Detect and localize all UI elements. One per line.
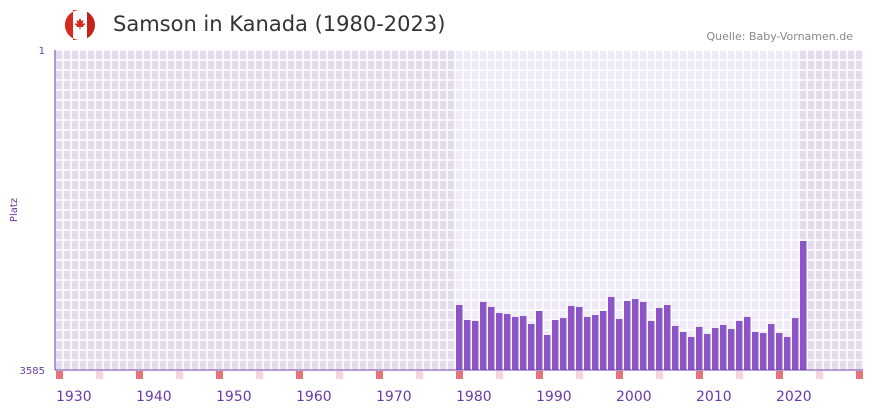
decade-marker — [656, 371, 663, 379]
bar-2003 — [640, 301, 647, 370]
x-tick-label: 1980 — [456, 389, 492, 405]
source-link[interactable]: Quelle: Baby-Vornamen.de — [706, 30, 853, 43]
bar-2022 — [792, 318, 799, 370]
decade-marker — [616, 371, 623, 379]
bar-1980 — [456, 305, 463, 370]
bar-1991 — [544, 335, 551, 370]
y-tick-label-bottom: 3585 — [20, 366, 45, 377]
bar-1984 — [488, 306, 495, 370]
x-tick-label: 1970 — [376, 389, 412, 405]
decade-marker — [96, 371, 103, 379]
decade-marker — [536, 371, 543, 379]
bar-2012 — [712, 328, 719, 370]
decade-marker — [216, 371, 223, 379]
bar-1985 — [496, 313, 503, 370]
bar-2017 — [752, 331, 759, 370]
bar-2006 — [664, 305, 671, 370]
bar-1998 — [600, 310, 607, 370]
bar-2009 — [688, 336, 695, 370]
bar-1986 — [504, 314, 511, 370]
decade-marker — [776, 371, 783, 379]
bar-1983 — [480, 301, 487, 370]
decade-marker — [176, 371, 183, 379]
decade-marker — [256, 371, 263, 379]
decade-marker — [816, 371, 823, 379]
bar-2005 — [656, 308, 663, 370]
bar-2000 — [616, 319, 623, 370]
bar-2016 — [744, 316, 751, 370]
x-tick-label: 1960 — [296, 389, 332, 405]
x-tick-label: 2010 — [696, 389, 732, 405]
bar-2019 — [768, 324, 775, 370]
bar-1987 — [512, 316, 519, 370]
decade-marker — [736, 371, 743, 379]
y-axis-label: Platz — [9, 198, 20, 222]
bar-1996 — [584, 316, 591, 370]
bar-2011 — [704, 334, 711, 370]
x-tick-label: 2020 — [776, 389, 812, 405]
bar-2001 — [624, 300, 631, 370]
bar-2002 — [632, 299, 639, 370]
decade-marker — [576, 371, 583, 379]
decade-marker — [136, 371, 143, 379]
decade-marker — [56, 371, 63, 379]
bar-1992 — [552, 320, 559, 370]
bar-2008 — [680, 331, 687, 370]
y-tick-label-top: 1 — [39, 46, 45, 57]
bar-1988 — [520, 315, 527, 370]
bar-2020 — [776, 333, 783, 370]
decade-marker — [296, 371, 303, 379]
bar-1995 — [576, 306, 583, 370]
bar-2018 — [760, 333, 767, 370]
bar-1981 — [464, 320, 471, 370]
bar-2007 — [672, 325, 679, 370]
bar-1982 — [472, 320, 479, 370]
chart-title: Samson in Kanada (1980-2023) — [113, 12, 446, 36]
bar-1990 — [536, 310, 543, 370]
decade-marker — [336, 371, 343, 379]
bar-2015 — [736, 320, 743, 370]
bar-2013 — [720, 325, 727, 370]
x-tick-label: 1950 — [216, 389, 252, 405]
bar-2023 — [800, 240, 807, 370]
bar-2010 — [696, 326, 703, 370]
decade-marker — [376, 371, 383, 379]
bar-1994 — [568, 305, 575, 370]
decade-marker — [856, 371, 863, 379]
x-tick-label: 1930 — [56, 389, 92, 405]
x-tick-label: 2000 — [616, 389, 652, 405]
decade-marker — [696, 371, 703, 379]
bar-1989 — [528, 324, 535, 370]
bar-2004 — [648, 320, 655, 370]
canada-flag-icon — [65, 10, 95, 40]
decade-marker — [456, 371, 463, 379]
x-tick-label: 1990 — [536, 389, 572, 405]
bar-1993 — [560, 318, 567, 370]
bar-1999 — [608, 296, 615, 370]
bar-2021 — [784, 336, 791, 370]
decade-marker — [416, 371, 423, 379]
bar-1997 — [592, 315, 599, 370]
x-tick-label: 1940 — [136, 389, 172, 405]
decade-marker — [496, 371, 503, 379]
bar-2014 — [728, 329, 735, 370]
